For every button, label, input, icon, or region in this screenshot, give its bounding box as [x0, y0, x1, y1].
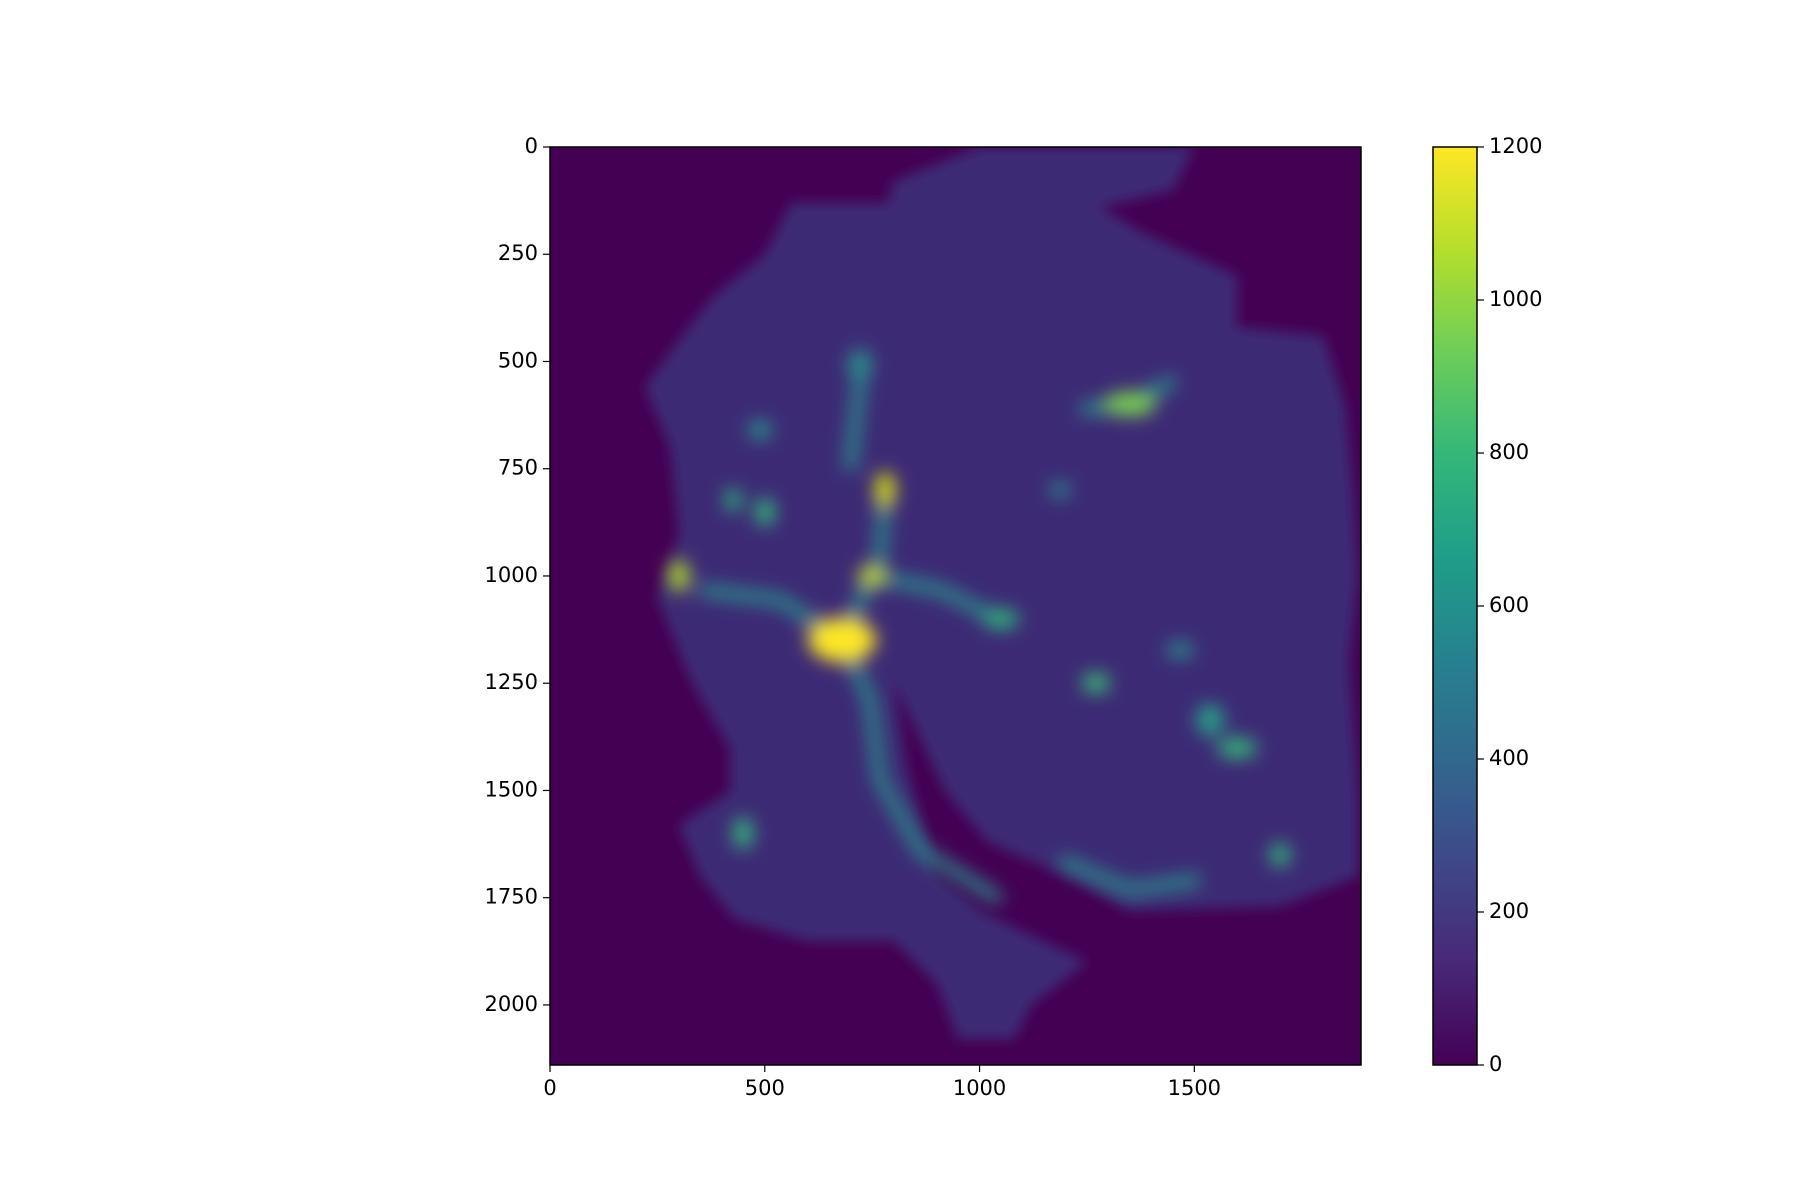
density-region	[645, 147, 1358, 1039]
x-tick-label: 1000	[953, 1076, 1006, 1100]
colorbar-tick-label: 1200	[1489, 134, 1542, 158]
y-tick-label: 1750	[485, 885, 538, 909]
y-tick-label: 0	[525, 134, 538, 158]
x-tick-label: 500	[745, 1076, 785, 1100]
y-tick-label: 2000	[485, 992, 538, 1016]
colorbar	[1432, 146, 1478, 1066]
y-tick-label: 500	[498, 348, 538, 372]
colorbar-tick-label: 200	[1489, 899, 1529, 923]
heatmap-image	[550, 147, 1361, 1065]
colorbar-tick-label: 1000	[1489, 287, 1542, 311]
density-highlights	[669, 349, 1290, 906]
y-tick-label: 250	[498, 241, 538, 265]
y-tick-label: 1000	[485, 563, 538, 587]
y-tick-label: 1250	[485, 670, 538, 694]
colorbar-tick-label: 0	[1489, 1052, 1502, 1076]
colorbar-tick-label: 800	[1489, 440, 1529, 464]
x-tick-label: 0	[543, 1076, 556, 1100]
axes-frame	[549, 146, 1362, 1066]
colorbar-tick-label: 400	[1489, 746, 1529, 770]
colorbar-tick-label: 600	[1489, 593, 1529, 617]
y-tick-label: 1500	[485, 777, 538, 801]
x-tick-label: 1500	[1168, 1076, 1221, 1100]
y-tick-label: 750	[498, 456, 538, 480]
